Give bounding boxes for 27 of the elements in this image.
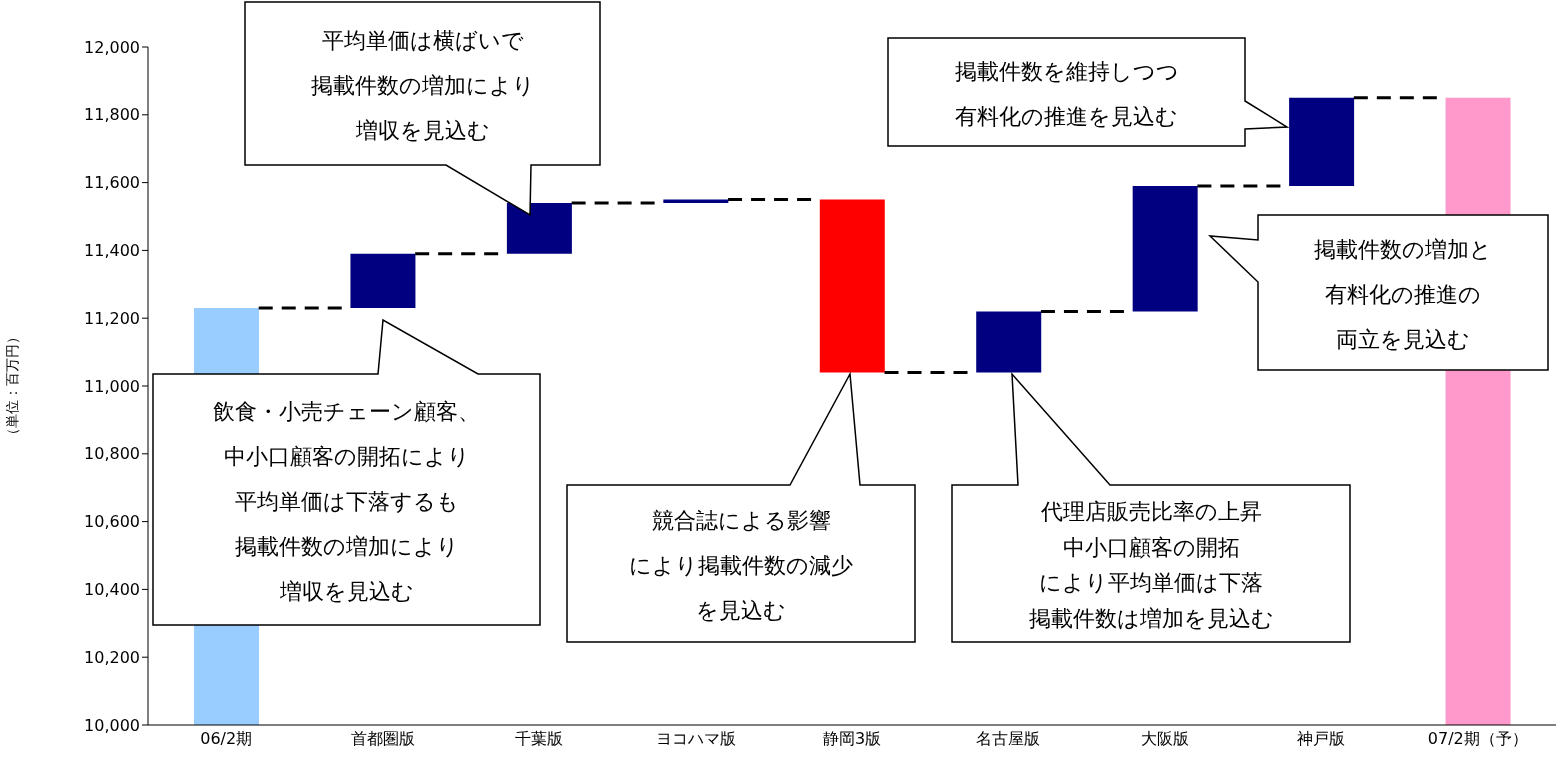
x-tick-label: 06/2期 [200, 729, 253, 749]
x-tick-label: 静岡3版 [822, 729, 882, 749]
annotation: 掲載件数の増加と有料化の推進の両立を見込む [1314, 236, 1492, 352]
x-tick-label: 07/2期（予） [1427, 729, 1528, 749]
y-tick-label: 10,800 [84, 444, 140, 464]
x-tick-label: 首都圏版 [350, 729, 415, 749]
y-tick-label: 11,400 [84, 241, 140, 261]
x-tick-label: 神戸版 [1297, 729, 1346, 749]
annotation: 代理店販売比率の上昇中小口顧客の開拓により平均単価は下落掲載件数は増加を見込む [1028, 498, 1274, 632]
y-tick-label: 11,600 [84, 173, 140, 193]
y-tick-label: 10,200 [84, 647, 140, 667]
x-tick-label: 千葉版 [515, 729, 564, 749]
y-tick-label: 11,000 [84, 376, 140, 396]
y-tick-label: 10,000 [84, 715, 140, 735]
annotation: 掲載件数を維持しつつ有料化の推進を見込む [954, 58, 1179, 129]
x-tick-label: 名古屋版 [976, 729, 1041, 749]
annotation: 飲食・小売チェーン顧客、中小口顧客の開拓により平均単価は下落するも掲載件数の増加により増収を見込む [213, 398, 480, 604]
x-tick-label: 大阪版 [1140, 729, 1189, 749]
y-tick-label: 11,800 [84, 105, 140, 125]
y-axis-title: （単位：百万円） [3, 330, 20, 442]
x-tick-label: ヨコハマ版 [655, 729, 736, 749]
annotation: 平均単価は横ばいで掲載件数の増加により増収を見込む [310, 27, 535, 143]
annotation: 競合誌による影響により掲載件数の減少を見込む [629, 507, 853, 623]
y-tick-label: 10,400 [84, 580, 140, 600]
y-tick-label: 10,600 [84, 512, 140, 532]
y-tick-label: 12,000 [84, 37, 140, 57]
y-tick-label: 11,200 [84, 308, 140, 328]
